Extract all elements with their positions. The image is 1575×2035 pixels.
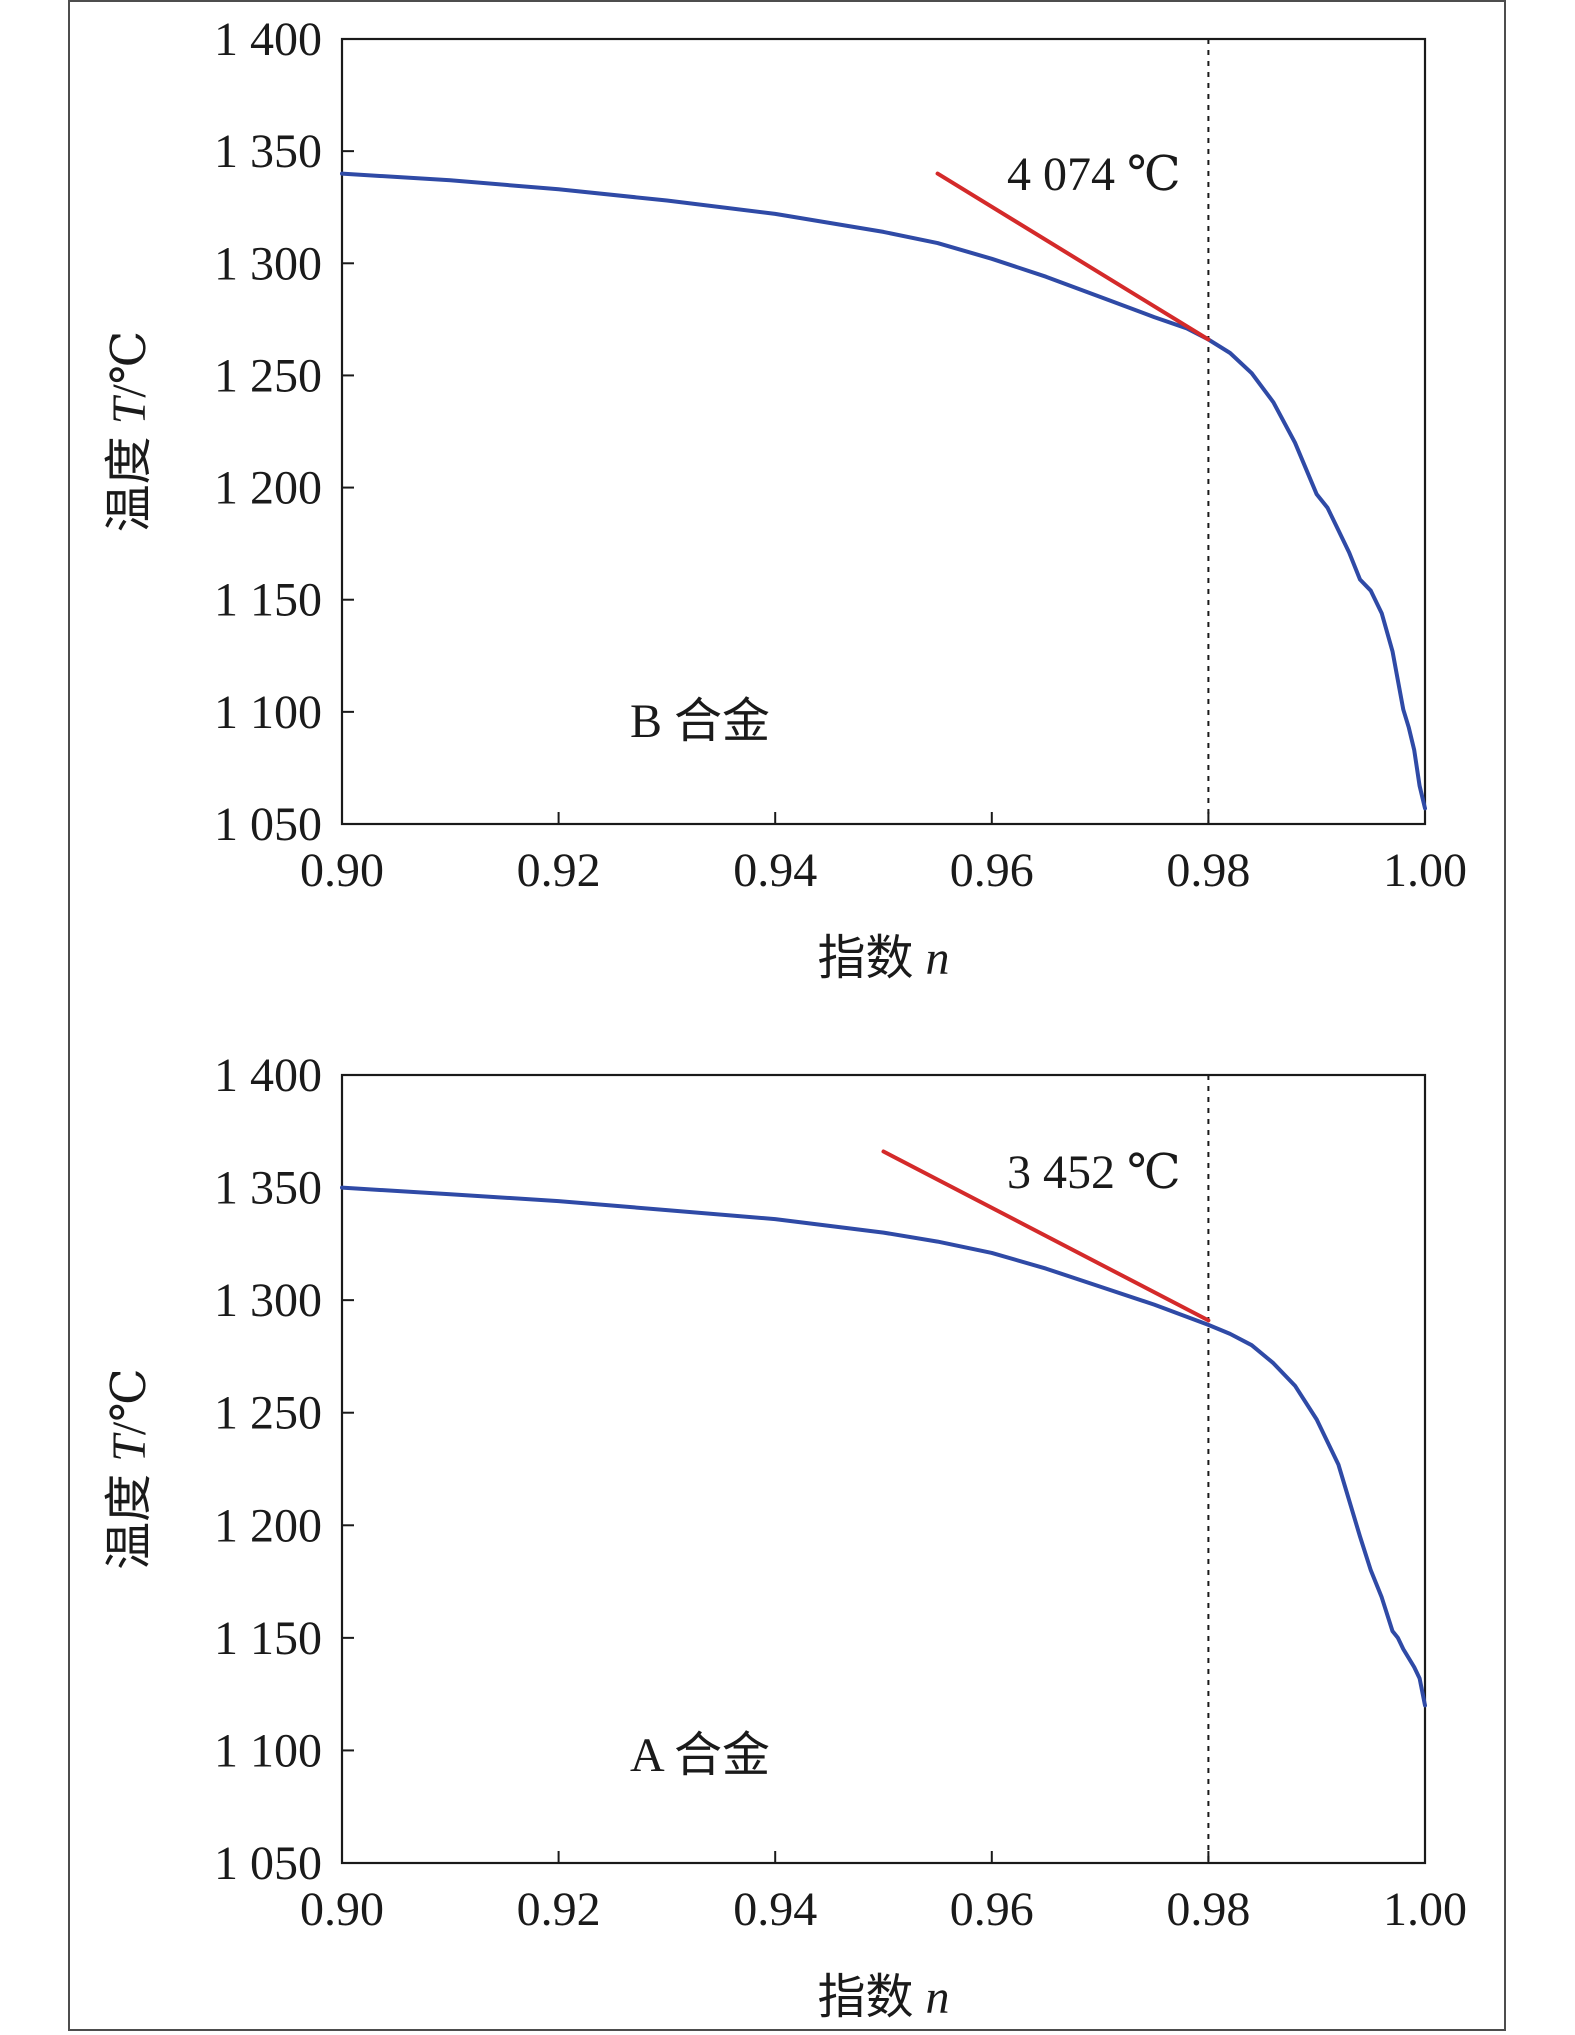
y-axis-title-text: 温度 (103, 1462, 156, 1570)
y-tick-label: 1 300 (214, 237, 322, 290)
x-axis-title-text: 指数 (817, 932, 925, 985)
x-tick-label: 0.92 (517, 1883, 601, 1936)
figure-frame (68, 0, 1506, 2031)
y-axis-title: 温度 T/℃ (103, 1368, 156, 1570)
temperature-curve (340, 171, 1427, 811)
panel-label: A 合金 (630, 1729, 770, 1782)
annotation-label: 4 074 ℃ (1007, 148, 1181, 201)
y-tick-label: 1 300 (214, 1274, 322, 1327)
y-tick-label: 1 100 (214, 1724, 322, 1777)
panel-label: B 合金 (630, 695, 770, 748)
x-tick-label: 0.98 (1166, 1883, 1250, 1936)
x-tick-label: 0.90 (300, 1883, 384, 1936)
x-axis-variable: n (926, 932, 950, 985)
y-tick-label: 1 100 (214, 686, 322, 739)
x-tick-label: 0.90 (300, 844, 384, 897)
y-axis-variable: T (103, 394, 156, 424)
plot-area-frame (340, 1073, 1427, 1865)
y-tick-label: 1 250 (214, 349, 322, 402)
tangent-line (935, 171, 1211, 342)
x-tick-label: 0.94 (733, 1883, 817, 1936)
x-axis-variable: n (926, 1971, 950, 2024)
x-tick-label: 0.98 (1166, 844, 1250, 897)
plot-area-frame (340, 37, 1427, 826)
y-tick-label: 1 050 (214, 1837, 322, 1890)
y-tick-label: 1 350 (214, 1162, 322, 1215)
y-axis-unit: /℃ (103, 331, 156, 398)
x-tick-label: 1.00 (1383, 844, 1467, 897)
x-tick-label: 0.96 (950, 1883, 1034, 1936)
x-axis-title-text: 指数 (817, 1971, 925, 2024)
y-tick-label: 1 350 (214, 125, 322, 178)
tangent-line (881, 1149, 1211, 1323)
y-tick-label: 1 400 (214, 1049, 322, 1102)
y-tick-label: 1 150 (214, 1612, 322, 1665)
y-tick-label: 1 150 (214, 574, 322, 627)
y-tick-label: 1 400 (214, 13, 322, 66)
x-tick-label: 0.92 (517, 844, 601, 897)
y-axis-title-text: 温度 (103, 424, 156, 532)
y-axis-variable: T (103, 1432, 156, 1462)
x-axis-title: 指数 n (817, 932, 949, 985)
temperature-curve (340, 1185, 1427, 1708)
y-tick-label: 1 200 (214, 462, 322, 515)
y-tick-label: 1 250 (214, 1387, 322, 1440)
annotation-label: 3 452 ℃ (1007, 1146, 1181, 1199)
y-axis-unit: /℃ (103, 1368, 156, 1435)
y-tick-label: 1 050 (214, 798, 322, 851)
y-axis-title: 温度 T/℃ (103, 331, 156, 533)
x-tick-label: 0.96 (950, 844, 1034, 897)
x-tick-label: 0.94 (733, 844, 817, 897)
y-tick-label: 1 200 (214, 1499, 322, 1552)
x-tick-label: 1.00 (1383, 1883, 1467, 1936)
x-axis-title: 指数 n (817, 1971, 949, 2024)
